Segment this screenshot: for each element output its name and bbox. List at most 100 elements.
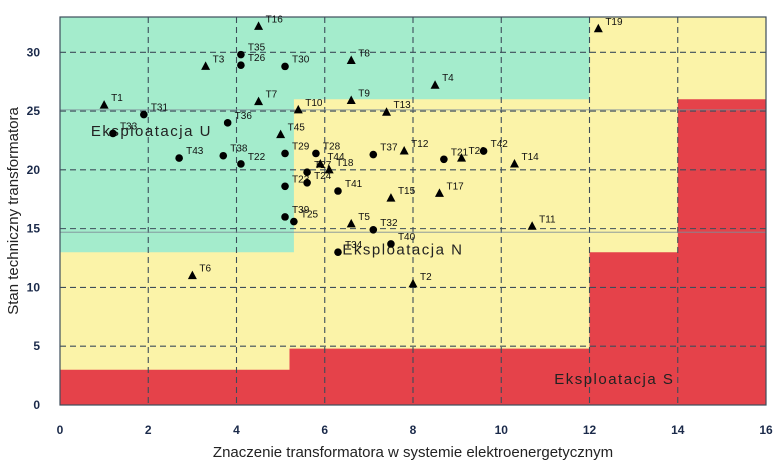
point-label: T11	[539, 214, 556, 225]
circle-marker	[303, 178, 311, 187]
triangle-marker	[99, 100, 109, 109]
circle-marker	[237, 160, 245, 168]
circle-marker	[219, 151, 228, 160]
y-tick-labels: 0 5 10 15 20 25 30	[27, 45, 41, 412]
triangle-marker	[457, 153, 467, 162]
point-label: T31	[151, 103, 169, 114]
point-label: T39	[292, 205, 310, 216]
point-label: T4	[442, 73, 454, 84]
circle-marker	[312, 149, 320, 158]
y-axis-title: Stan techniczny transformatora	[5, 107, 22, 315]
point-label: T3	[213, 54, 225, 65]
point-label: T13	[394, 100, 412, 111]
point-label: T20	[469, 146, 487, 157]
zone-region	[60, 52, 590, 253]
point-label: T29	[292, 141, 310, 152]
x-tick-label: 4	[233, 423, 240, 437]
circle-marker	[303, 168, 311, 176]
x-tick-label: 14	[671, 423, 685, 437]
circle-marker	[369, 150, 378, 159]
triangle-marker	[346, 55, 356, 65]
point-label: T7	[266, 90, 278, 101]
zone-region	[60, 17, 590, 53]
triangle-marker	[346, 95, 356, 104]
circle-marker	[237, 61, 245, 70]
point-label: T19	[605, 17, 623, 28]
point-label: T26	[248, 53, 266, 64]
point-label: T41	[345, 179, 363, 190]
triangle-marker	[346, 218, 356, 228]
triangle-marker	[293, 104, 303, 114]
x-tick-label: 8	[410, 423, 417, 437]
point-label: T32	[380, 218, 398, 229]
circle-marker	[140, 110, 148, 119]
point-label: T35	[248, 43, 266, 54]
point-label: T25	[301, 210, 319, 221]
point-label: T17	[446, 181, 464, 192]
circle-marker	[109, 129, 117, 138]
y-tick-label: 15	[27, 222, 41, 236]
y-tick-label: 20	[27, 163, 41, 177]
zone-labels: Eksploatacja U Eksploatacja N Eksploatacja…	[91, 123, 673, 388]
plot-frame	[59, 16, 767, 406]
triangle-marker	[201, 61, 211, 70]
point-label: T16	[266, 14, 284, 25]
x-tick-label: 6	[321, 423, 328, 437]
triangle-marker	[386, 193, 396, 202]
circle-marker	[440, 155, 448, 164]
triangle-marker	[187, 270, 197, 280]
point-label: T12	[411, 139, 429, 150]
point-label: T34	[345, 240, 363, 251]
point-label: T18	[336, 158, 354, 169]
point-label: T30	[292, 54, 310, 65]
point-label: T37	[380, 143, 398, 154]
x-tick-label: 2	[145, 423, 152, 437]
point-label: T42	[491, 139, 509, 150]
x-tick-label: 10	[495, 423, 509, 437]
circle-marker	[223, 119, 232, 127]
grid-layer	[60, 17, 766, 405]
triangle-marker	[408, 278, 418, 288]
point-label: T21	[451, 147, 469, 158]
point-label: T8	[358, 49, 370, 60]
point-label: T40	[398, 232, 416, 243]
point-label: T38	[230, 144, 248, 155]
triangle-marker	[315, 158, 325, 168]
triangle-marker	[527, 221, 537, 230]
circle-marker	[369, 226, 378, 234]
point-label: T2	[420, 272, 432, 283]
triangle-marker	[276, 129, 286, 139]
point-label: T5	[358, 212, 370, 223]
y-tick-label: 5	[33, 339, 40, 353]
circle-marker	[281, 149, 289, 158]
triangle-marker	[324, 164, 334, 174]
y-tick-label: 25	[27, 104, 41, 118]
triangle-marker	[382, 107, 392, 116]
point-label: T10	[305, 98, 323, 109]
circle-marker	[237, 50, 245, 59]
circle-marker	[281, 213, 289, 221]
point-label: T44	[327, 152, 345, 163]
point-label: T1	[111, 93, 123, 104]
y-tick-label: 0	[33, 398, 40, 412]
x-tick-label: 0	[57, 423, 64, 437]
triangle-marker	[254, 21, 264, 30]
circle-marker	[281, 62, 289, 71]
point-label: T14	[521, 152, 539, 163]
circle-marker	[334, 187, 342, 195]
plot-border	[59, 16, 767, 406]
point-label: T45	[288, 123, 306, 134]
point-label: T24	[314, 171, 332, 182]
point-label: T9	[358, 88, 370, 99]
point-label: T15	[398, 186, 416, 197]
triangle-marker	[254, 96, 264, 106]
circle-marker	[479, 147, 488, 155]
point-label: T43	[186, 146, 204, 157]
zone-label: Eksploatacja N	[342, 242, 463, 259]
triangle-marker	[509, 158, 519, 168]
y-tick-label: 30	[27, 45, 41, 59]
point-label: T28	[323, 141, 341, 152]
x-tick-labels: 0 2 4 6 8 10 12 14 16	[57, 423, 773, 437]
data-points: T1 T2 T3 T4 T5 T6 T7 T8 T9 T10 T11 T12 T13 T14 T15 T16 T…	[99, 14, 623, 288]
